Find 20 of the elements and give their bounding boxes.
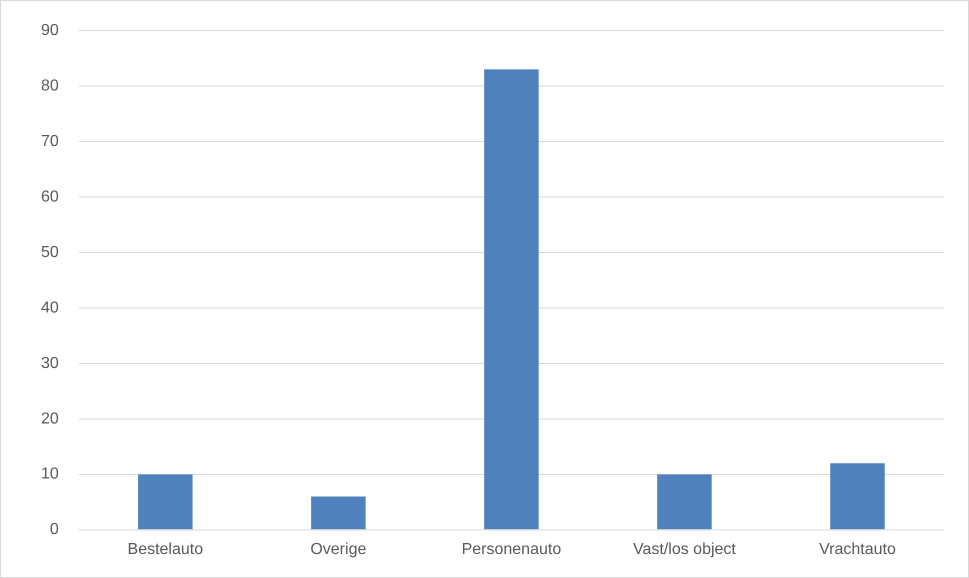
x-tick-label: Vast/los object xyxy=(633,540,736,558)
y-tick-label: 0 xyxy=(50,521,59,538)
y-tick-label: 10 xyxy=(41,466,59,483)
x-tick-label: Bestelauto xyxy=(128,540,204,558)
y-tick-label: 40 xyxy=(41,299,59,316)
y-tick-label: 50 xyxy=(41,244,59,261)
bar xyxy=(311,496,366,530)
y-tick-label: 70 xyxy=(41,132,59,150)
y-tick-label: 80 xyxy=(41,77,59,94)
y-tick-label: 30 xyxy=(41,354,59,372)
y-tick-label: 20 xyxy=(41,410,59,428)
x-tick-label: Overige xyxy=(310,540,366,558)
bar xyxy=(138,474,193,530)
x-tick-label: Vrachtauto xyxy=(819,540,896,558)
y-tick-label: 60 xyxy=(41,188,59,206)
bar xyxy=(830,463,885,530)
bar xyxy=(484,69,539,530)
bar xyxy=(657,474,712,530)
y-tick-label: 90 xyxy=(41,22,59,40)
x-tick-label: Personenauto xyxy=(462,540,562,558)
